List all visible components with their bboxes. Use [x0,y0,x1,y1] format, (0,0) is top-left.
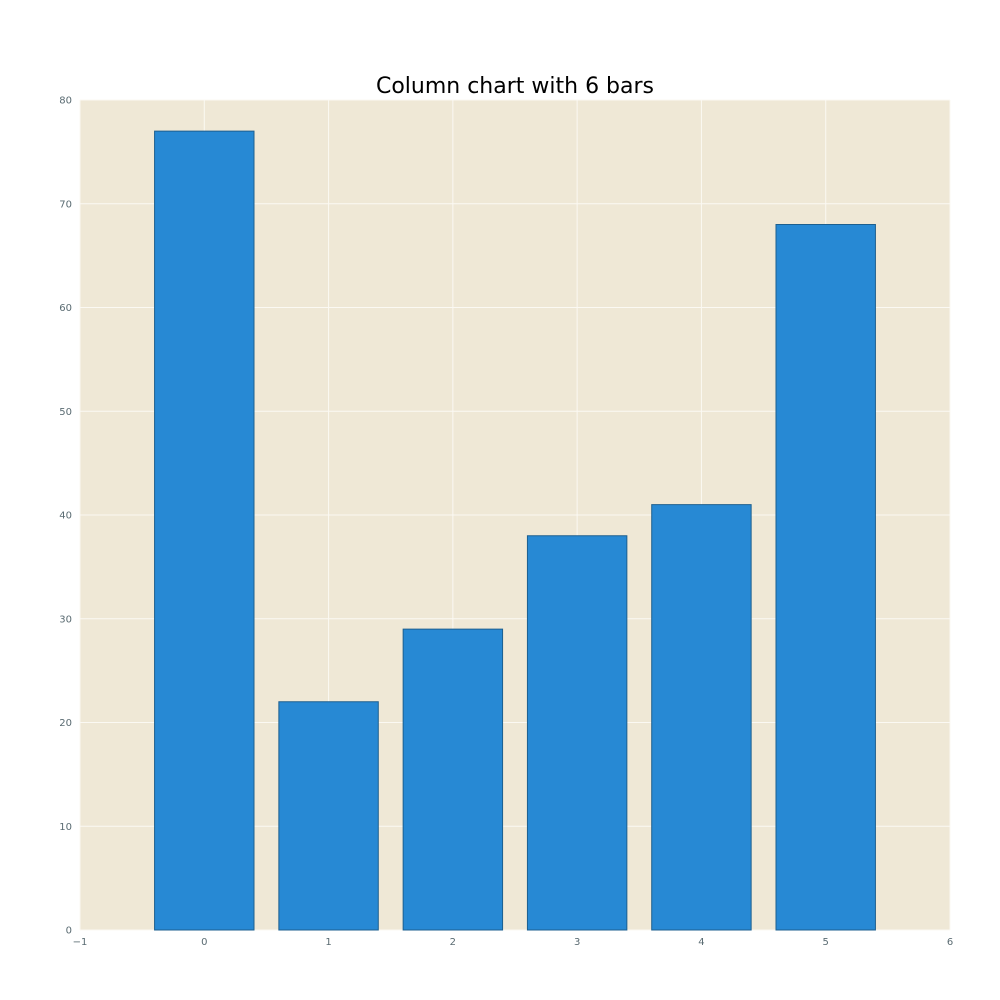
x-tick-label: 6 [947,937,953,948]
y-axis-ticks: 0 10 20 30 40 50 60 70 80 [59,96,72,937]
y-tick-label: 30 [59,614,72,625]
x-tick-label: 5 [823,937,829,948]
y-tick-label: 50 [59,407,72,418]
bar-0 [154,130,255,931]
bar-4 [651,504,752,931]
chart-title: Column chart with 6 bars [376,74,654,99]
x-axis-ticks: −1 0 1 2 3 4 5 6 [73,937,954,948]
y-tick-label: 40 [59,511,72,522]
y-tick-label: 0 [66,926,72,937]
x-tick-label: −1 [73,937,88,948]
bar-1 [278,701,379,931]
x-tick-label: 3 [574,937,580,948]
bar-2 [402,628,504,931]
x-tick-label: 4 [698,937,704,948]
x-tick-label: 0 [201,937,207,948]
y-tick-label: 60 [59,303,72,314]
bar-3 [526,535,628,931]
bar-5 [775,224,876,931]
bars [154,130,876,931]
x-tick-label: 2 [450,937,456,948]
y-tick-label: 80 [59,96,72,107]
y-tick-label: 20 [59,718,72,729]
y-tick-label: 70 [59,199,72,210]
y-tick-label: 10 [59,822,72,833]
x-tick-label: 1 [325,937,331,948]
